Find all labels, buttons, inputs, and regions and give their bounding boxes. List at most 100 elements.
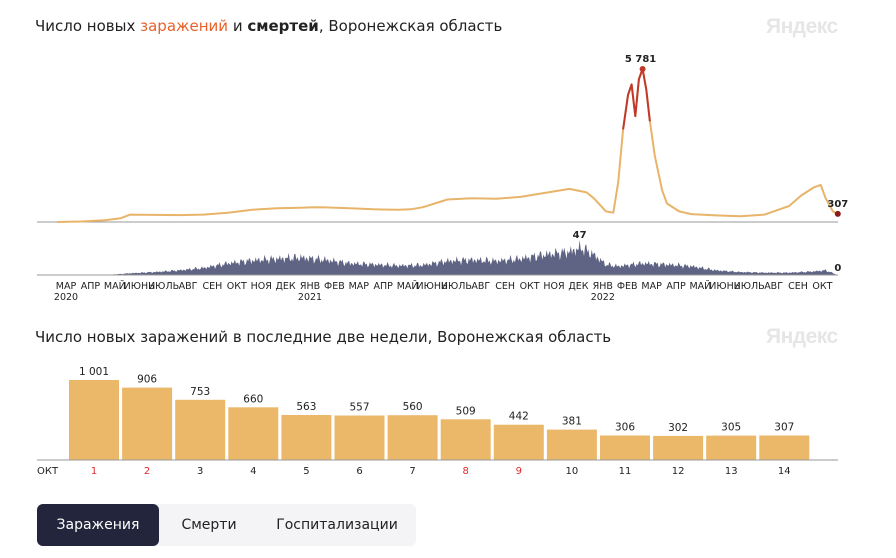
tab-hospitalizations[interactable]: Госпитализации <box>276 517 398 533</box>
title-region: , Воронежская область <box>318 17 503 35</box>
bar[interactable] <box>122 387 173 460</box>
month-tick-label: МАЙ <box>689 280 711 292</box>
title-deaths-word: смертей <box>247 17 319 35</box>
month-tick-label: ИЮЛЬ <box>148 281 179 292</box>
day-tick-label: 10 <box>566 466 579 477</box>
cases-last-label: 307 <box>827 199 848 210</box>
chart2-title: Число новых заражений в последние две не… <box>35 328 612 346</box>
month-tick-label: ДЕК <box>568 281 588 292</box>
bar[interactable] <box>706 435 757 460</box>
bar-value-label: 307 <box>774 422 794 434</box>
bar[interactable] <box>228 407 279 460</box>
chart1-title: Число новых заражений и смертей, Воронеж… <box>35 17 502 35</box>
day-tick-label: 14 <box>778 466 791 477</box>
year-tick-label: 2021 <box>298 292 322 303</box>
day-tick-label: 8 <box>463 466 469 477</box>
bars: 1 001 906 753 660 563 557 560 509 442 381 306 302 30… <box>69 366 810 461</box>
bar[interactable] <box>546 429 597 460</box>
title-text: Число новых <box>35 17 141 35</box>
month-tick-label: МАР <box>56 281 77 292</box>
day-tick-label: 1 <box>91 466 97 477</box>
month-tick-label: МАЙ <box>397 280 419 292</box>
month-tick-label: СЕН <box>203 281 223 292</box>
yandex-logo: Яндекс <box>766 15 838 38</box>
cases-peak-line <box>622 68 651 130</box>
month-tick-label: ИЮНЬ <box>124 281 155 292</box>
day-tick-label: 12 <box>672 466 685 477</box>
bar-value-label: 1 001 <box>79 366 109 378</box>
bar-value-label: 381 <box>562 416 582 428</box>
day-tick-label: 13 <box>725 466 738 477</box>
month-tick-label: ФЕВ <box>324 281 345 292</box>
month-tick-label: ЯНВ <box>300 281 320 292</box>
bar[interactable] <box>175 399 226 460</box>
cases-peak-point <box>639 66 646 72</box>
bar-value-label: 305 <box>721 422 741 434</box>
cases-last-point <box>834 210 841 217</box>
bar[interactable] <box>759 435 810 461</box>
bar-value-label: 302 <box>668 422 688 434</box>
month-tick-label: МАР <box>349 281 370 292</box>
tab-deaths[interactable]: Смерти <box>181 517 237 533</box>
month-tick-label: ДЕК <box>276 281 296 292</box>
month-tick-label: МАР <box>641 281 662 292</box>
month-tick-label: ФЕВ <box>617 281 638 292</box>
day-tick-label: 9 <box>516 466 522 477</box>
metric-tabs: Заражения Смерти Госпитализации <box>37 504 416 546</box>
bar-value-label: 306 <box>615 422 635 434</box>
bar-value-label: 442 <box>509 411 529 423</box>
month-tick-label: НОЯ <box>543 281 564 292</box>
month-tick-label: СЕН <box>495 281 515 292</box>
month-tick-label: АПР <box>81 281 101 292</box>
bar[interactable] <box>69 380 119 460</box>
deaths-peak-label: 47 <box>573 230 587 241</box>
month-tick-label: ИЮЛЬ <box>441 281 472 292</box>
tab-infections[interactable]: Заражения <box>37 504 159 546</box>
bar-value-label: 563 <box>296 401 316 413</box>
bar[interactable] <box>440 419 491 460</box>
day-tick-label: 4 <box>250 466 256 477</box>
bar-value-label: 906 <box>137 374 157 386</box>
bar[interactable] <box>493 424 544 460</box>
month-tick-label: ИЮНЬ <box>709 281 740 292</box>
bar[interactable] <box>334 415 385 461</box>
day-tick-label: 3 <box>197 466 203 477</box>
yandex-logo: Яндекс <box>766 325 838 348</box>
day-tick-label: 6 <box>356 466 362 477</box>
cases-series: 5 781 307 <box>56 54 848 223</box>
day-tick-label: 11 <box>619 466 632 477</box>
bar[interactable] <box>653 435 704 460</box>
day-tick-label: 5 <box>303 466 309 477</box>
bar[interactable] <box>281 415 332 460</box>
month-tick-label: СЕН <box>788 281 808 292</box>
month-tick-label: ОКТ <box>812 281 832 292</box>
month-label: ОКТ <box>37 466 59 477</box>
bar-value-label: 557 <box>349 402 369 414</box>
bar-value-label: 660 <box>243 393 263 405</box>
year-tick-label: 2020 <box>54 292 78 303</box>
bar-value-label: 509 <box>456 405 476 417</box>
day-tick-label: 7 <box>409 466 415 477</box>
cases-peak-label: 5 781 <box>625 54 656 65</box>
month-tick-label: АПР <box>374 281 394 292</box>
month-tick-label: АВГ <box>179 281 198 292</box>
bar-value-label: 753 <box>190 386 210 398</box>
bar[interactable] <box>600 435 650 461</box>
deaths-series: 47 0 <box>57 230 841 275</box>
bar[interactable] <box>387 415 438 460</box>
deaths-area <box>57 239 838 275</box>
month-tick-label: МАЙ <box>104 280 126 292</box>
month-tick-label: АВГ <box>764 281 783 292</box>
title-cases-word: заражений <box>140 17 229 35</box>
cases-line <box>56 68 839 223</box>
bar-value-label: 560 <box>403 401 423 413</box>
month-tick-label: ИЮНЬ <box>416 281 447 292</box>
deaths-last-label: 0 <box>834 263 841 274</box>
month-tick-label: АВГ <box>471 281 490 292</box>
day-tick-label: 2 <box>144 466 150 477</box>
